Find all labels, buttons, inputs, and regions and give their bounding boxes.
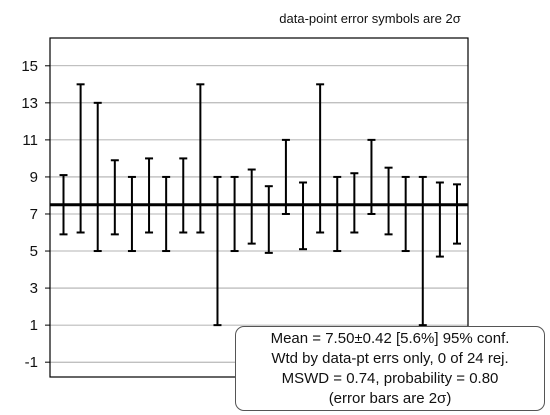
y-tick-label: 1 xyxy=(30,317,38,334)
error-bar xyxy=(196,83,205,234)
y-tick-label: 3 xyxy=(30,280,38,297)
error-bar xyxy=(247,168,256,245)
error-bar xyxy=(76,83,85,234)
stats-note-line: (error bars are 2σ) xyxy=(328,390,452,407)
error-bar xyxy=(435,181,444,258)
error-bar xyxy=(127,175,136,253)
error-bar xyxy=(384,166,393,236)
error-bar xyxy=(281,138,290,215)
error-bar xyxy=(93,101,102,253)
y-tick-label: 5 xyxy=(30,243,38,260)
error-bar xyxy=(213,175,222,327)
y-tick-label: 9 xyxy=(30,169,38,186)
error-bar xyxy=(401,175,410,253)
error-bar xyxy=(333,175,342,253)
error-bar xyxy=(350,172,359,234)
error-bar xyxy=(418,175,427,327)
stats-mean-line: Mean = 7.50±0.42 [5.6%] 95% conf. xyxy=(270,330,510,347)
error-bar xyxy=(264,185,273,254)
y-tick-label: 11 xyxy=(22,132,38,149)
chart-title: data-point error symbols are 2σ xyxy=(279,11,461,26)
stats-mswd-line: MSWD = 0.74, probability = 0.80 xyxy=(281,370,499,387)
error-bar xyxy=(453,183,461,245)
stats-weighting-line: Wtd by data-pt errs only, 0 of 24 rej. xyxy=(271,350,509,367)
stats-box: Mean = 7.50±0.42 [5.6%] 95% conf. Wtd by… xyxy=(235,326,545,411)
error-bars xyxy=(59,83,461,327)
error-bar xyxy=(179,157,188,234)
error-bar xyxy=(145,157,154,234)
y-tick-label: 13 xyxy=(21,95,38,112)
error-bar xyxy=(162,175,171,253)
error-bar xyxy=(110,159,119,236)
error-bar xyxy=(316,83,325,234)
error-bar xyxy=(367,138,376,215)
y-tick-label: 15 xyxy=(21,58,38,75)
y-tick-label: 7 xyxy=(30,206,38,223)
y-tick-label: -1 xyxy=(25,354,38,371)
gridlines xyxy=(50,65,468,363)
error-bar xyxy=(230,175,239,253)
error-bar xyxy=(299,181,308,251)
